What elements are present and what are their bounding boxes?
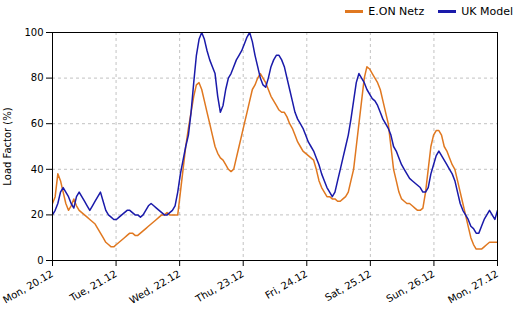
svg-text:Sun, 26.12: Sun, 26.12: [384, 268, 436, 305]
svg-text:Load Factor (%): Load Factor (%): [2, 107, 13, 185]
svg-text:Tue, 21.12: Tue, 21.12: [67, 268, 118, 304]
svg-text:Thu, 23.12: Thu, 23.12: [193, 268, 246, 305]
svg-text:Sat, 25.12: Sat, 25.12: [323, 268, 373, 303]
svg-text:40: 40: [31, 164, 44, 175]
svg-text:60: 60: [31, 118, 44, 129]
svg-text:Fri, 24.12: Fri, 24.12: [263, 268, 309, 301]
html-text:UK Model: UK Model: [461, 4, 513, 18]
svg-text:0: 0: [37, 255, 43, 266]
svg-text:Wed, 22.12: Wed, 22.12: [128, 268, 183, 306]
svg-text:Mon, 27.12: Mon, 27.12: [446, 268, 500, 306]
svg-text:20: 20: [31, 209, 44, 220]
html-text:E.ON Netz: E.ON Netz: [368, 4, 425, 18]
svg-text:80: 80: [31, 72, 44, 83]
svg-text:100: 100: [24, 27, 43, 38]
svg-text:Mon, 20.12: Mon, 20.12: [1, 268, 55, 306]
